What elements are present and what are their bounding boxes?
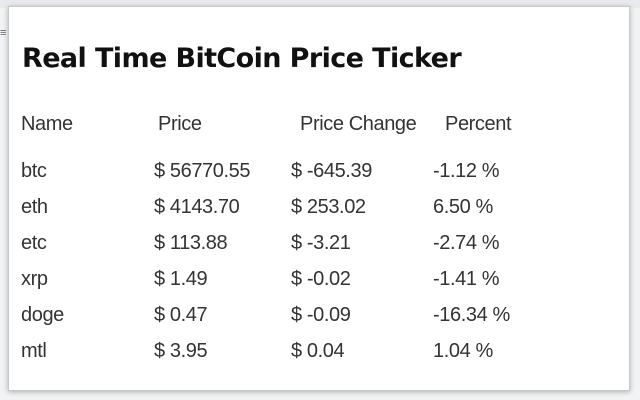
table-row: mtl $ 3.95 $ 0.04 1.04 % <box>21 333 545 369</box>
header-price: Price <box>158 113 202 135</box>
coin-percent: 6.50 % <box>433 195 493 218</box>
popup-title: Real Time BitCoin Price Ticker <box>22 43 462 74</box>
coin-name: etc <box>21 231 47 254</box>
coin-name: eth <box>21 195 48 218</box>
coin-price: $ 4143.70 <box>154 195 240 218</box>
coin-percent: -1.41 % <box>433 267 500 290</box>
coin-price-change: $ -0.09 <box>291 303 351 326</box>
coin-price: $ 0.47 <box>154 303 208 326</box>
header-price-change: Price Change <box>300 113 417 135</box>
coin-percent: -1.12 % <box>433 159 500 182</box>
coin-price-change: $ 253.02 <box>291 195 366 218</box>
coin-price: $ 3.95 <box>154 339 208 362</box>
coin-price: $ 56770.55 <box>154 159 251 182</box>
table-row: doge $ 0.47 $ -0.09 -16.34 % <box>21 297 545 333</box>
coin-name: mtl <box>21 339 47 362</box>
table-row: xrp $ 1.49 $ -0.02 -1.41 % <box>21 261 545 297</box>
coin-price-change: $ -645.39 <box>291 159 372 182</box>
browser-toolbar-edge <box>0 0 640 8</box>
coin-price-change: $ 0.04 <box>291 339 345 362</box>
price-ticker-table: Name Price Price Change Percent btc $ 56… <box>21 113 545 369</box>
extension-popup: Real Time BitCoin Price Ticker Name Pric… <box>8 6 630 391</box>
coin-percent: 1.04 % <box>433 339 493 362</box>
table-row: btc $ 56770.55 $ -645.39 -1.12 % <box>21 153 545 189</box>
browser-menu-icon: ≡ <box>0 27 7 39</box>
coin-price: $ 113.88 <box>154 231 228 254</box>
coin-name: btc <box>21 159 47 182</box>
coin-percent: -16.34 % <box>433 303 510 326</box>
coin-price-change: $ -0.02 <box>291 267 351 290</box>
table-row: etc $ 113.88 $ -3.21 -2.74 % <box>21 225 545 261</box>
coin-price-change: $ -3.21 <box>291 231 351 254</box>
table-header-row: Name Price Price Change Percent <box>21 113 545 153</box>
header-name: Name <box>21 113 73 135</box>
coin-name: doge <box>21 303 64 326</box>
table-row: eth $ 4143.70 $ 253.02 6.50 % <box>21 189 545 225</box>
coin-percent: -2.74 % <box>433 231 500 254</box>
header-percent: Percent <box>445 113 512 135</box>
coin-name: xrp <box>21 267 48 290</box>
coin-price: $ 1.49 <box>154 267 208 290</box>
